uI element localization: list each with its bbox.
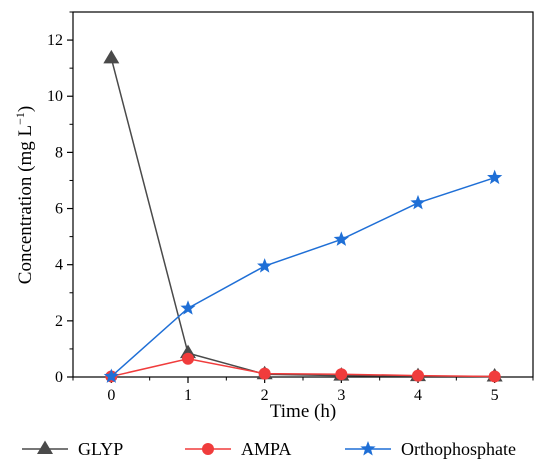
y-tick-label-6: 6 xyxy=(55,201,63,218)
legend-item-orthophosphate: Orthophosphate xyxy=(345,439,516,459)
y-axis-label-superscript: −1 xyxy=(13,112,27,125)
x-axis-label: Time (h) xyxy=(270,401,336,422)
data-point-ampa-2 xyxy=(258,367,271,380)
y-tick-label-10: 10 xyxy=(47,88,63,105)
legend-item-ampa: AMPA xyxy=(185,439,291,459)
data-point-orthophosphate-2 xyxy=(257,258,273,273)
y-tick-label-0: 0 xyxy=(55,369,63,386)
y-axis: 0 2 4 6 8 10 12 xyxy=(47,11,73,386)
plot-area xyxy=(72,11,534,378)
data-point-glyp-0 xyxy=(103,49,120,64)
legend-marker-orthophosphate xyxy=(360,441,376,456)
legend-label-glyp: GLYP xyxy=(78,439,123,459)
x-tick-label-0: 0 xyxy=(107,387,115,404)
series-glyp xyxy=(103,49,503,382)
data-point-ampa-4 xyxy=(412,369,424,382)
legend-marker-glyp xyxy=(36,440,54,454)
data-point-ampa-5 xyxy=(488,370,501,383)
data-point-ampa-1 xyxy=(182,352,194,365)
series-line-ampa xyxy=(111,357,495,378)
data-point-orthophosphate-3 xyxy=(333,231,349,246)
legend-label-ampa: AMPA xyxy=(241,439,291,459)
data-point-orthophosphate-5 xyxy=(487,169,503,185)
y-axis-label: Concentration (mg L−1) xyxy=(13,106,36,284)
x-tick-label-2: 2 xyxy=(261,387,269,404)
series-orthophosphate xyxy=(103,169,503,383)
x-tick-label-1: 1 xyxy=(184,387,192,404)
x-axis: 0 1 2 3 4 5 xyxy=(72,377,534,404)
series-line-glyp xyxy=(110,58,495,378)
legend-item-glyp: GLYP xyxy=(22,439,123,459)
y-tick-label-2: 2 xyxy=(55,313,63,330)
y-tick-label-12: 12 xyxy=(47,32,63,49)
y-tick-label-4: 4 xyxy=(55,257,63,274)
data-point-ampa-3 xyxy=(335,368,348,381)
series-layer xyxy=(103,49,503,383)
legend-label-orthophosphate: Orthophosphate xyxy=(401,439,516,459)
series-line-orthophosphate xyxy=(110,176,495,378)
data-point-orthophosphate-0 xyxy=(103,368,119,383)
x-tick-label-5: 5 xyxy=(491,387,499,404)
y-axis-label-close: ) xyxy=(15,106,36,112)
legend: GLYP AMPA Orthophosphate xyxy=(22,439,516,459)
data-point-orthophosphate-4 xyxy=(410,194,426,210)
x-tick-label-4: 4 xyxy=(414,387,422,404)
x-tick-label-3: 3 xyxy=(337,387,345,404)
y-tick-label-8: 8 xyxy=(55,144,63,161)
y-axis-label-main: Concentration (mg L xyxy=(15,125,36,284)
legend-marker-ampa xyxy=(202,443,214,455)
data-point-orthophosphate-1 xyxy=(180,300,196,315)
